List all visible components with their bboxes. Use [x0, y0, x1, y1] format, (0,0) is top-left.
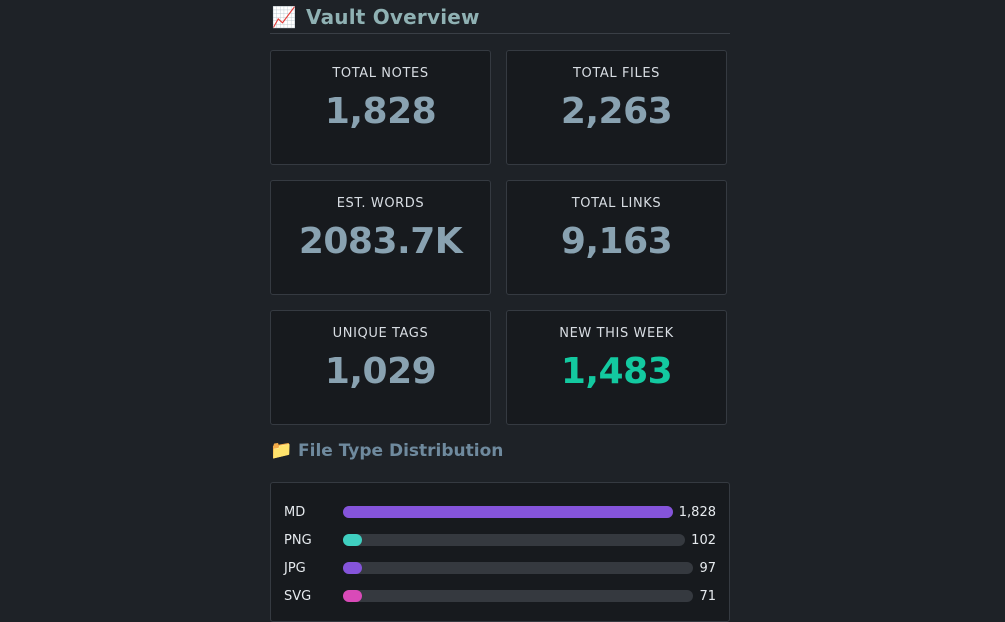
file-type-label: JPG [284, 560, 306, 576]
stat-card-unique-tags: UNIQUE TAGS 1,029 [270, 310, 491, 425]
file-type-distribution: MD 1,828 PNG 102 JPG 97 SVG 71 [270, 482, 730, 622]
overview-header: 📈 Vault Overview [270, 0, 730, 34]
stat-label: TOTAL LINKS [571, 196, 662, 211]
file-type-label: PNG [284, 532, 312, 548]
distribution-bar-track [342, 534, 686, 546]
distribution-title: File Type Distribution [298, 440, 504, 461]
overview-title: Vault Overview [306, 4, 480, 29]
distribution-bar-track [342, 562, 694, 574]
stat-card-total-notes: TOTAL NOTES 1,828 [270, 50, 491, 165]
stat-card-total-files: TOTAL FILES 2,263 [506, 50, 727, 165]
stat-label: TOTAL FILES [573, 66, 660, 81]
distribution-row-png: PNG 102 [284, 530, 716, 550]
file-type-label: MD [284, 504, 306, 520]
distribution-row-svg: SVG 71 [284, 586, 716, 606]
vault-overview-panel: 📈 Vault Overview TOTAL NOTES 1,828 TOTAL… [270, 0, 730, 622]
distribution-bar-fill [342, 506, 673, 518]
distribution-bar-track [342, 590, 694, 602]
folder-icon: 📁 [270, 440, 293, 461]
distribution-bar-track [342, 506, 673, 518]
distribution-row-jpg: JPG 97 [284, 558, 716, 578]
stat-label: EST. WORDS [336, 196, 425, 211]
distribution-bar-fill [342, 562, 363, 574]
file-type-count: 71 [699, 588, 716, 604]
stat-value: 1,828 [324, 91, 437, 132]
stat-value: 1,029 [324, 351, 437, 392]
stat-card-new-this-week: NEW THIS WEEK 1,483 [506, 310, 727, 425]
stat-value: 1,483 [560, 351, 673, 392]
stat-card-est-words: EST. WORDS 2083.7K [270, 180, 491, 295]
file-type-count: 102 [691, 532, 716, 548]
distribution-row-md: MD 1,828 [284, 502, 716, 522]
file-type-label: SVG [284, 588, 312, 604]
file-type-count: 97 [699, 560, 716, 576]
distribution-bar-fill [342, 534, 363, 546]
stat-value: 9,163 [560, 221, 673, 262]
chart-increasing-icon: 📈 [271, 4, 297, 29]
stat-value: 2,263 [560, 91, 673, 132]
stat-label: NEW THIS WEEK [559, 326, 674, 341]
file-type-count: 1,828 [678, 504, 716, 520]
stat-value: 2083.7K [298, 221, 463, 262]
stat-label: TOTAL NOTES [332, 66, 429, 81]
distribution-header: 📁 File Type Distribution [270, 440, 503, 461]
stat-label: UNIQUE TAGS [332, 326, 429, 341]
stat-card-total-links: TOTAL LINKS 9,163 [506, 180, 727, 295]
distribution-bar-fill [342, 590, 362, 602]
